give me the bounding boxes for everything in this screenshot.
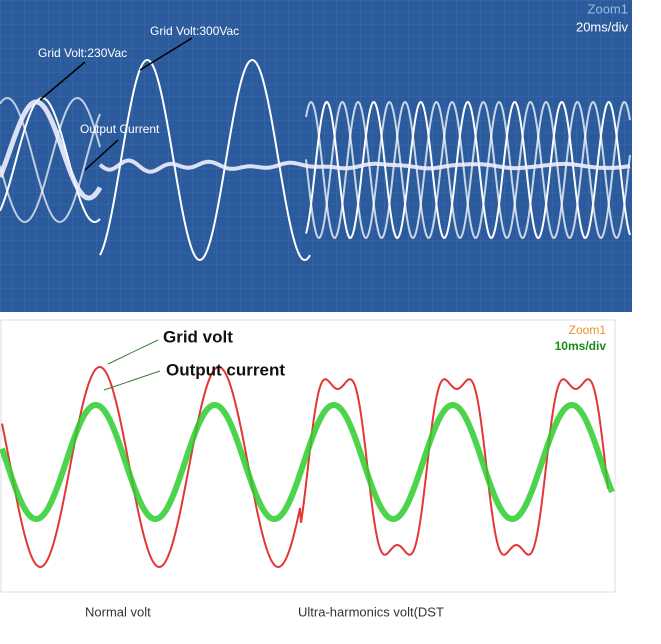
- waveform: [0, 96, 101, 224]
- annotation: Grid Volt:300Vac: [150, 24, 239, 38]
- zoom-label: Zoom1: [588, 1, 628, 16]
- waveform: [98, 158, 631, 174]
- waveform: [305, 100, 631, 240]
- timebase-label: 20ms/div: [576, 19, 629, 34]
- waveform: [0, 96, 101, 224]
- arrow: [39, 61, 86, 101]
- timebase-label: 10ms/div: [555, 339, 607, 353]
- pointer: [107, 339, 159, 365]
- annotation: Grid Volt:230Vac: [38, 46, 127, 60]
- waveform: [0, 96, 101, 224]
- waveform: [99, 58, 311, 262]
- zoom-label: Zoom1: [569, 323, 607, 337]
- waveform: [1, 365, 609, 569]
- top-traces: [0, 58, 631, 262]
- annotation: Output current: [166, 360, 285, 379]
- annotation: Grid volt: [163, 327, 233, 346]
- waveform: [0, 402, 615, 522]
- waveform: [0, 99, 103, 201]
- waveform: [305, 101, 631, 240]
- arrow: [139, 37, 193, 71]
- caption: Ultra-harmonics volt(DST: [298, 604, 444, 619]
- arrow: [84, 139, 119, 171]
- bottom-traces: [0, 365, 615, 569]
- caption: Normal volt: [85, 604, 151, 619]
- annotation: Output Current: [80, 122, 160, 136]
- pointer: [103, 370, 161, 391]
